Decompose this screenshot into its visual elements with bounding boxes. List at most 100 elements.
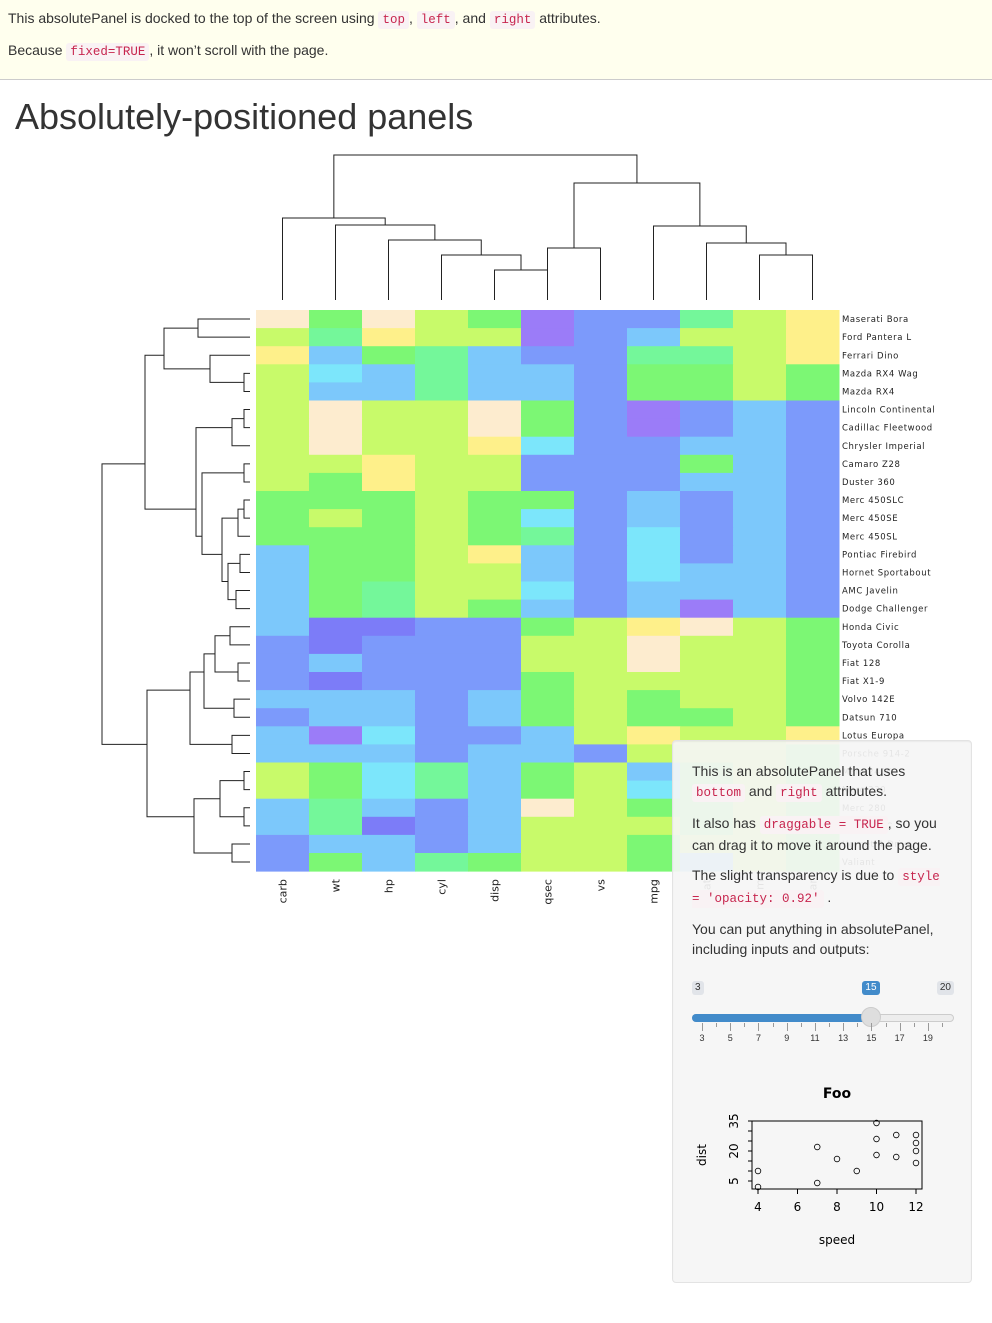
heatmap-cell (680, 454, 734, 474)
heatmap-cell (627, 672, 681, 691)
dendrogram-branch (219, 780, 244, 818)
heatmap-cell (521, 509, 575, 528)
row-label: Lincoln Continental (842, 406, 935, 416)
heatmap-cell (256, 672, 310, 691)
dendrogram-branch (239, 553, 250, 573)
data-point (912, 1147, 920, 1155)
y-tick-label: 5 (727, 1177, 741, 1185)
heatmap-cell (574, 599, 628, 619)
heatmap-cell (415, 418, 469, 438)
heatmap-cell (521, 690, 575, 709)
heatmap-cell (362, 382, 416, 401)
heatmap-cell (415, 853, 469, 872)
heatmap-cell (627, 780, 681, 800)
data-point (893, 1153, 900, 1161)
column-label: qsec (542, 879, 555, 905)
range-slider[interactable]: 3 20 15 3 5 7 9 11 13 15 17 19 (692, 981, 954, 1051)
heatmap-cell (468, 364, 522, 383)
slider-tick-label: 3 (699, 1033, 705, 1043)
heatmap-cell (786, 653, 840, 673)
row-label: Merc 450SLC (842, 496, 904, 506)
slider-tick (843, 1023, 845, 1031)
heatmap-cell (521, 744, 575, 763)
dendrogram-branch (233, 698, 250, 718)
row-dendrogram (101, 318, 250, 863)
x-tick-label: 4 (754, 1200, 762, 1214)
heatmap-cell (627, 491, 681, 510)
heatmap-cell (309, 599, 363, 619)
heatmap-cell (680, 436, 734, 456)
draggable-panel[interactable]: This is an absolutePanel that uses botto… (672, 740, 972, 1283)
data-point (873, 1135, 880, 1143)
heatmap-cell (362, 509, 416, 528)
heatmap-cell (309, 744, 363, 763)
heatmap-cell (627, 816, 681, 836)
heatmap-cell (786, 382, 840, 401)
text: , so you can drag it to move it around t… (692, 815, 937, 853)
heatmap-cell (362, 653, 416, 673)
heatmap-cell (786, 599, 840, 619)
heatmap-cell (415, 834, 469, 854)
heatmap-cell (521, 726, 575, 745)
dendrogram-branch (231, 734, 250, 754)
heatmap-cell (733, 382, 787, 401)
heatmap-cell (468, 853, 522, 872)
heatmap-cell (627, 690, 681, 709)
heatmap-cell (415, 364, 469, 383)
heatmap-cell (468, 653, 522, 673)
heatmap-cell (256, 816, 310, 836)
slider-tick (829, 1023, 831, 1027)
top-panel-line-1: This absolutePanel is docked to the top … (8, 8, 601, 30)
heatmap-cell (468, 527, 522, 546)
text: and (748, 783, 773, 799)
heatmap-cell (256, 834, 310, 854)
heatmap-cell (309, 726, 363, 745)
column-dendrogram (282, 154, 813, 300)
row-label: AMC Javelin (842, 587, 898, 597)
heatmap-cell (733, 509, 787, 528)
plot-frame (751, 1120, 923, 1190)
heatmap-cell (627, 346, 681, 365)
slider-tick-label: 7 (755, 1033, 761, 1043)
heatmap-cell (680, 653, 734, 673)
heatmap-cell (680, 690, 734, 709)
heatmap-cell (680, 581, 734, 601)
heatmap-cell (627, 509, 681, 528)
heatmap-cell (521, 599, 575, 619)
heatmap-cell (521, 454, 575, 474)
heatmap-cell (256, 436, 310, 456)
heatmap-cell (627, 400, 681, 420)
code-left: left (416, 11, 455, 29)
heatmap-cell (309, 310, 363, 329)
heatmap-cell (309, 527, 363, 546)
heatmap-cell (733, 472, 787, 492)
heatmap-cell (680, 635, 734, 655)
dendrogram-branch (235, 590, 250, 610)
heatmap-cell (415, 472, 469, 492)
heatmap-cell (256, 454, 310, 474)
heatmap-cell (309, 418, 363, 438)
heatmap-cell (786, 346, 840, 365)
heatmap-cell (309, 491, 363, 510)
top-panel: This absolutePanel is docked to the top … (0, 0, 992, 80)
data-point (754, 1183, 762, 1191)
code-bottom: bottom (692, 784, 746, 802)
dendrogram-branch (243, 807, 250, 827)
data-point (912, 1159, 920, 1167)
heatmap-cell (680, 472, 734, 492)
row-label: Ford Pantera L (842, 333, 912, 343)
data-point (754, 1167, 762, 1175)
slider-tick (927, 1023, 929, 1031)
row-label: Datsun 710 (842, 713, 897, 723)
heatmap-cell (468, 581, 522, 601)
text: The slight transparency is due to (692, 867, 895, 883)
dendrogram-branch (189, 671, 232, 745)
x-tick-label: 10 (869, 1200, 884, 1214)
heatmap-cell (468, 418, 522, 438)
dendrogram-branch (441, 254, 522, 300)
slider-tick (730, 1023, 732, 1031)
heatmap-cell (680, 364, 734, 383)
text: , and (454, 10, 486, 26)
heatmap-cell (521, 653, 575, 673)
heatmap-cell (415, 328, 469, 347)
